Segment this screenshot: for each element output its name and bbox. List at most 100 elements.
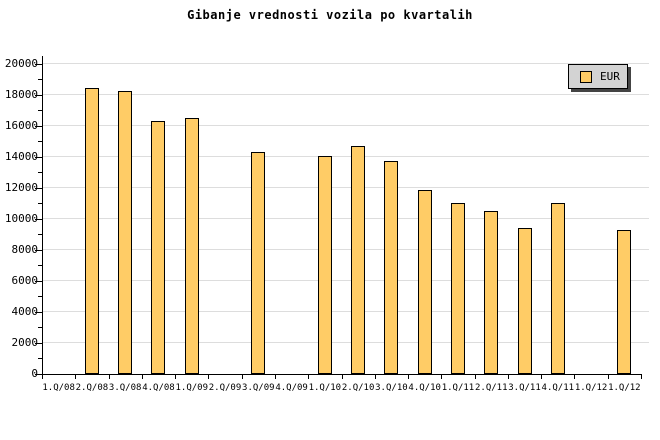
x-axis-label: 4.Q/09 [275,383,308,393]
y-minor-tick [38,234,42,236]
x-tick [607,374,609,379]
x-axis-label: 2.Q/11 [474,383,508,393]
x-axis-label: 3.Q/10 [375,383,408,393]
x-tick [341,374,343,379]
gridline [42,94,649,96]
y-major-tick [35,342,42,344]
bar [550,203,565,374]
x-axis-label: 1.Q/10 [308,383,342,393]
gridline [42,218,649,220]
bar [118,90,133,374]
y-minor-tick [38,79,42,81]
y-minor-tick [38,358,42,360]
x-axis-label: 4.Q/08 [142,383,175,393]
x-axis-label: 2.Q/08 [75,383,109,393]
x-axis-label: 3.Q/11 [508,383,541,393]
x-tick [42,374,43,379]
y-major-tick [35,94,42,96]
legend-box: EUR [568,64,628,89]
bar [251,151,266,374]
gridline [42,249,649,251]
y-axis-label: 20000 [4,56,38,70]
gridline [42,342,649,344]
x-axis-label: 3.Q/08 [108,383,142,393]
y-axis-label: 2000 [11,335,39,349]
x-tick [374,374,376,379]
y-axis-label: 14000 [4,149,38,163]
y-minor-tick [38,141,42,143]
x-axis-label: 1.Q/09 [175,383,208,393]
x-tick [308,374,310,379]
y-major-tick [35,125,42,127]
x-axis-label: 1.Q/11 [441,383,475,393]
x-tick [241,374,243,379]
x-axis-label: 3.Q/09 [242,383,275,393]
x-axis-label: 4.Q/10 [408,383,441,393]
gridline [42,311,649,313]
bar [617,230,632,374]
x-tick [408,374,410,379]
y-axis-label: 6000 [11,273,39,287]
y-axis-label: 0 [31,367,38,380]
legend-label: EUR [600,70,620,83]
y-major-tick [35,187,42,189]
bar [317,155,332,374]
x-tick [641,374,642,379]
y-axis-label: 12000 [4,180,38,194]
y-minor-tick [38,296,42,298]
bar [151,120,166,374]
y-minor-tick [38,172,42,174]
x-axis-label: 1.Q/12 [574,383,608,393]
x-axis-label: 1.Q/08 [42,383,75,393]
y-axis-label: 18000 [4,87,38,101]
y-axis-label: 8000 [11,242,39,256]
x-tick [208,374,210,379]
x-tick [507,374,509,379]
x-tick [175,374,177,379]
gridline [42,187,649,189]
y-axis-line [42,56,43,375]
gridline [42,125,649,127]
bar [84,88,99,374]
bar [351,145,366,374]
y-major-tick [35,156,42,158]
x-tick [75,374,77,379]
gridline [42,63,649,64]
x-tick [274,374,276,379]
x-axis-label: 2.Q/09 [208,383,242,393]
bar [450,203,465,374]
y-minor-tick [38,327,42,329]
chart-title: Gibanje vrednosti vozila po kvartalih [187,8,473,22]
y-major-tick [35,249,42,251]
y-major-tick [35,311,42,313]
y-major-tick [35,218,42,220]
x-tick [474,374,476,379]
bar [384,160,399,374]
gridline [42,280,649,282]
x-axis-label: 4.Q/11 [541,383,575,393]
bar [484,210,499,374]
y-minor-tick [38,110,42,112]
y-axis-label: 16000 [4,118,38,132]
y-axis-label: 4000 [11,304,39,318]
x-tick [108,374,110,379]
gridline [42,156,649,158]
y-axis-label: 10000 [4,211,38,225]
x-axis-label: 2.Q/10 [341,383,375,393]
legend-swatch-icon [580,70,592,83]
y-minor-tick [38,265,42,267]
bar [184,117,199,374]
x-tick [441,374,443,379]
y-major-tick [35,63,42,65]
x-tick [541,374,543,379]
y-major-tick [35,374,42,375]
x-tick [141,374,143,379]
x-tick [574,374,576,379]
y-minor-tick [38,203,42,205]
bar [517,228,532,374]
bar [417,190,432,374]
x-axis-label: 1.Q/12 [608,383,641,393]
legend: EUR [568,64,631,92]
